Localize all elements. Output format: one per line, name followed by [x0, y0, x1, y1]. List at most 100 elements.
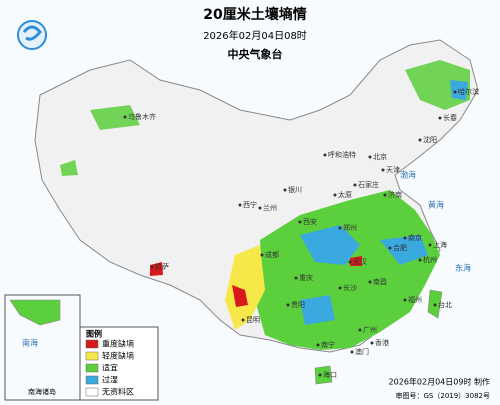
legend-title: 图例 [86, 329, 102, 339]
city-dot [258, 206, 262, 210]
city-dot [318, 373, 322, 377]
city-dot [453, 90, 457, 94]
city-dot [123, 115, 127, 119]
city-dot [283, 188, 287, 192]
title: 20厘米土壤墒情 [203, 6, 306, 23]
city-dot [368, 280, 372, 284]
excess-region [300, 225, 428, 325]
legend-swatch [85, 375, 99, 385]
city-dot [418, 138, 422, 142]
city-label: 南宁 [321, 340, 335, 349]
logo [17, 20, 47, 50]
wet-patch [60, 60, 470, 176]
sea-label: 东海 [455, 263, 471, 273]
legend-swatch [85, 363, 99, 373]
datetime: 2026年02月04日08时 [203, 29, 307, 42]
city-label: 银川 [288, 185, 302, 194]
city-label: 太原 [338, 190, 352, 199]
city-label: 北京 [373, 152, 387, 161]
city-dot [353, 183, 357, 187]
city-label: 贵阳 [291, 300, 305, 309]
sea-label: 渤海 [400, 170, 416, 180]
island [314, 289, 443, 385]
dry-region [225, 245, 265, 330]
legend-label: 无资料区 [102, 387, 134, 397]
legend-label: 适宜 [102, 363, 118, 373]
city-label: 南昌 [373, 277, 387, 286]
city-label: 乌鲁木齐 [128, 112, 156, 121]
city-dot [433, 303, 437, 307]
city-dot [403, 236, 407, 240]
city-label: 杭州 [423, 255, 437, 264]
city-label: 西安 [303, 217, 317, 226]
legend-swatch [85, 387, 99, 397]
city-dot [388, 246, 392, 250]
inset-label: 南海诸岛 [28, 387, 56, 396]
city-label: 南京 [408, 233, 422, 242]
city-label: 天津 [386, 166, 400, 174]
made-time: 2026年02月04日09时 制作 [389, 377, 490, 387]
city-label: 重庆 [299, 273, 313, 282]
city-label: 沈阳 [423, 135, 437, 144]
city-label: 上海 [433, 240, 447, 249]
legend-label: 过湿 [102, 375, 118, 385]
inset-land [9, 299, 61, 326]
city-dot [286, 303, 290, 307]
city-dot [323, 153, 327, 157]
city-label: 哈尔滨 [458, 87, 479, 96]
city-dot [241, 318, 245, 322]
city-dot [348, 260, 352, 264]
city-dot [428, 243, 432, 247]
city-label: 福州 [408, 295, 422, 304]
city-label: 成都 [265, 250, 279, 259]
city-label: 海口 [323, 370, 337, 379]
city-label: 拉萨 [155, 262, 169, 271]
city-label: 昆明 [246, 316, 260, 324]
city-dot [338, 286, 342, 290]
city-dot [338, 226, 342, 230]
city-dot [383, 193, 387, 197]
legend-swatch [85, 351, 99, 361]
city-dot [260, 253, 264, 257]
excess-patch [450, 80, 468, 100]
city-dot [294, 276, 298, 280]
city-label: 澳门 [355, 347, 369, 356]
legend-label: 重度缺墒 [102, 339, 134, 349]
city-dot [358, 328, 362, 332]
legend-label: 轻度缺墒 [102, 351, 134, 361]
city-dot [381, 168, 385, 172]
city-dot [438, 116, 442, 120]
city-label: 合肥 [393, 243, 407, 252]
issuer: 中央气象台 [228, 47, 283, 61]
city-dot [333, 193, 337, 197]
city-label: 台北 [438, 300, 452, 309]
city-label: 郑州 [343, 224, 357, 232]
city-label: 香港 [375, 338, 389, 347]
city-dot [418, 258, 422, 262]
city-label: 济南 [388, 190, 402, 199]
city-dot [150, 265, 154, 269]
legend-swatch [85, 339, 99, 349]
logo-mark [22, 25, 42, 41]
wet-region [255, 190, 440, 350]
city-label: 兰州 [263, 203, 277, 212]
sea-label: 黄海 [428, 200, 444, 210]
city-dot [298, 220, 302, 224]
city-label: 长春 [443, 113, 457, 122]
city-label: 广州 [363, 325, 377, 334]
city-dot [316, 343, 320, 347]
city-dot [238, 203, 242, 207]
city-label: 武汉 [353, 257, 367, 266]
city-label: 西宁 [243, 200, 257, 209]
approval: 审图号：GS（2019）3082号 [396, 391, 491, 400]
city-label: 呼和浩特 [328, 150, 356, 159]
city-dot [403, 298, 407, 302]
sea-label: 南海 [22, 338, 38, 348]
city-label: 石家庄 [358, 180, 379, 189]
city-dot [370, 341, 374, 345]
city-label: 长沙 [343, 283, 357, 292]
city-dot [368, 155, 372, 159]
city-dot [350, 350, 354, 354]
